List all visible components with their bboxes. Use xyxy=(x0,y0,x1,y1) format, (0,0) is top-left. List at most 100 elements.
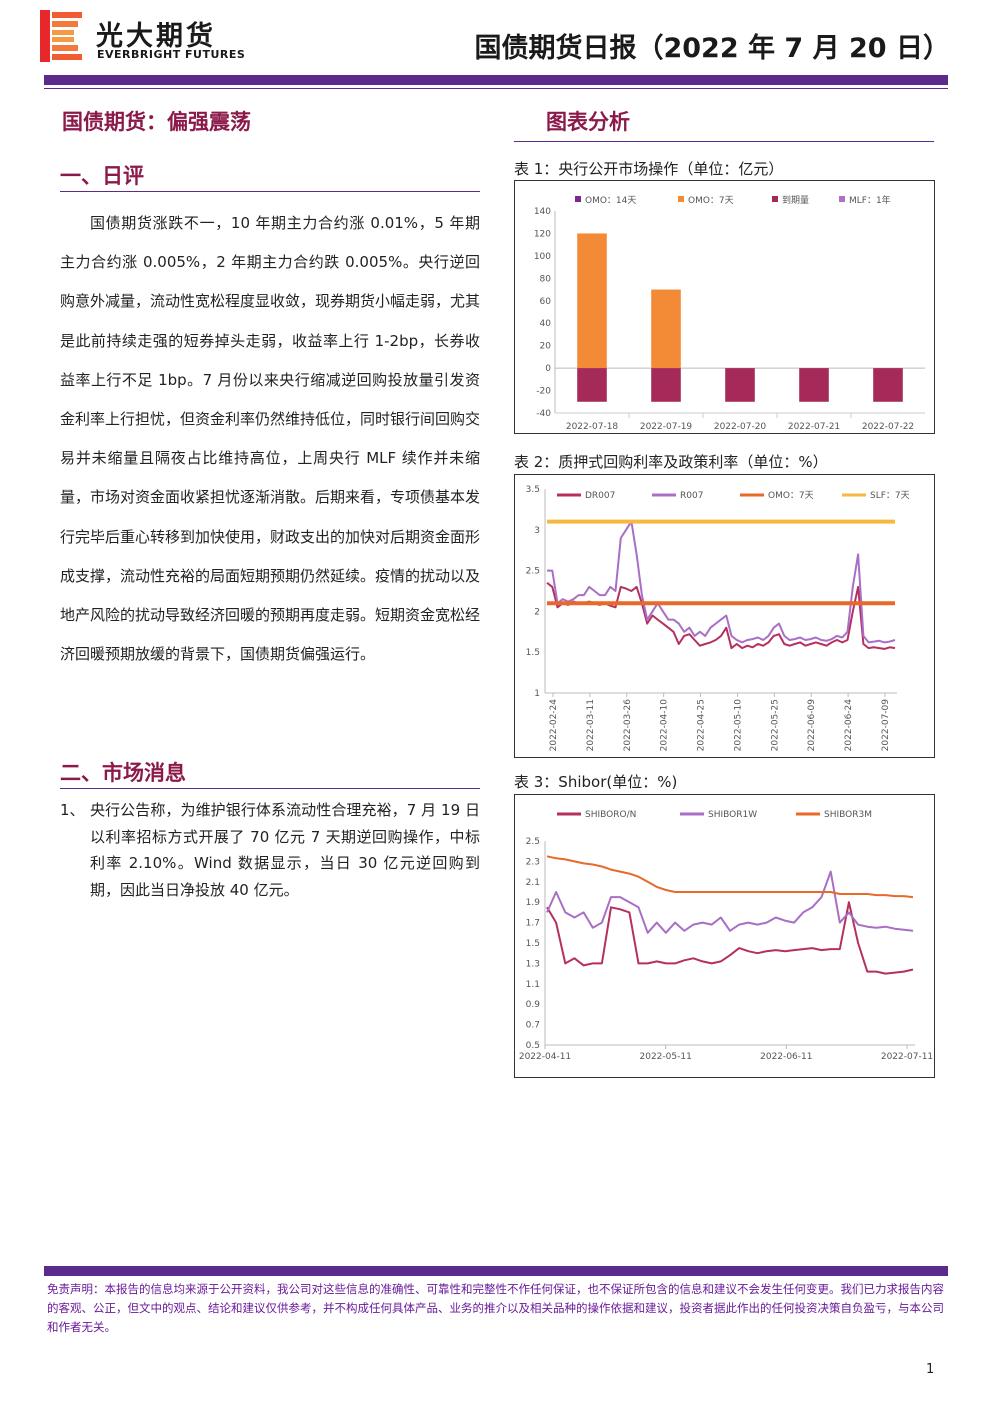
legend-swatch xyxy=(839,196,845,202)
chart1-omo-operations: -40 -20 0 20 40 60 80 100 120 140 2022-07-18 2022-0… xyxy=(534,194,925,432)
chart3-frame: 0.5 0.7 0.9 1.1 1.3 1.5 1.7 1.9 2.1 2.3 2.5 2022-04… xyxy=(514,794,935,1078)
x-tick-label: 2022-06-09 xyxy=(807,699,817,752)
chart3-caption: 表 3：Shibor(单位：%) xyxy=(514,773,678,791)
x-tick-label: 2022-05-10 xyxy=(733,699,743,752)
legend-label: R007 xyxy=(680,491,703,501)
series-line xyxy=(546,870,914,934)
charts-divider xyxy=(514,141,934,142)
everbright-logo-icon xyxy=(40,10,82,62)
x-tick-label: 2022-06-11 xyxy=(760,1052,812,1062)
legend-label: SHIBORO/N xyxy=(585,810,636,820)
y-tick-label: 2 xyxy=(534,607,540,617)
chart1-frame: -40 -20 0 20 40 60 80 100 120 140 2022-07-18 2022-0… xyxy=(514,180,935,434)
x-tick-label: 2022-07-11 xyxy=(881,1052,933,1062)
chart2-frame: 1 1.5 2 2.5 3 3.5 2022-02-24 2022-03-11 2022-03-… xyxy=(514,474,935,758)
legend-label: SHIBOR3M xyxy=(824,810,872,820)
y-tick-label: 0.5 xyxy=(526,1041,540,1051)
news-item-number: 1、 xyxy=(60,801,85,819)
section2-divider xyxy=(60,788,480,789)
y-tick-label: 1.7 xyxy=(526,919,540,929)
x-tick-label: 2022-07-22 xyxy=(862,422,914,432)
legend-label: 到期量 xyxy=(782,194,809,206)
y-tick-label: 0.7 xyxy=(526,1021,540,1031)
y-tick-label: 1 xyxy=(534,689,540,699)
commentary-paragraph: 国债期货涨跌不一，10 年期主力合约涨 0.01%，5 年期主力合约涨 0.00… xyxy=(60,214,481,664)
disclaimer: 免责声明：本报告的信息均来源于公开资料，我公司对这些信息的准确性、可靠性和完整性… xyxy=(47,1282,944,1334)
legend-label: OMO：7天 xyxy=(768,491,814,501)
legend-swatch xyxy=(575,196,581,202)
chart2-repo-rates: 1 1.5 2 2.5 3 3.5 2022-02-24 2022-03-11 2022-03-… xyxy=(526,485,910,752)
y-tick-label: 0 xyxy=(545,364,551,374)
chart1-caption: 表 1：央行公开市场操作（单位：亿元） xyxy=(514,160,784,178)
y-tick-label: 2.1 xyxy=(526,878,540,888)
news-item-text: 央行公告称，为维护银行体系流动性合理充裕，7 月 19 日以利率招标方式开展了 … xyxy=(90,801,480,899)
legend-label: DR007 xyxy=(585,491,615,501)
y-tick-label: 1.5 xyxy=(526,939,540,949)
section2-title: 二、市场消息 xyxy=(60,760,186,785)
x-tick-label: 2022-02-24 xyxy=(549,699,559,752)
y-tick-label: -40 xyxy=(536,409,551,419)
chart3-shibor: 0.5 0.7 0.9 1.1 1.3 1.5 1.7 1.9 2.1 2.3 2.5 2022-04… xyxy=(519,810,933,1062)
bar xyxy=(651,289,681,369)
x-tick-label: 2022-05-25 xyxy=(770,699,780,751)
y-tick-label: 140 xyxy=(534,207,551,217)
legend-label: OMO：7天 xyxy=(688,196,734,206)
bar xyxy=(577,233,607,369)
footer-divider-bar xyxy=(44,1266,948,1276)
bar xyxy=(725,368,755,402)
series-line xyxy=(546,901,914,975)
bar xyxy=(651,368,681,402)
x-tick-label: 2022-07-21 xyxy=(788,422,840,432)
legend-label: MLF：1年 xyxy=(849,194,891,206)
x-tick-label: 2022-03-26 xyxy=(623,699,633,752)
report-title: 国债期货日报（2022 年 7 月 20 日） xyxy=(474,33,950,64)
bar xyxy=(873,368,903,402)
legend-label: SLF：7天 xyxy=(870,491,910,501)
y-tick-label: 80 xyxy=(540,274,552,284)
legend-label: SHIBOR1W xyxy=(708,810,757,820)
header-divider-bar xyxy=(44,75,948,85)
x-tick-label: 2022-04-25 xyxy=(697,699,707,751)
y-tick-label: 60 xyxy=(540,297,552,307)
y-tick-label: 1.1 xyxy=(526,980,540,990)
y-tick-label: -20 xyxy=(536,387,551,397)
brand-name-en: EVERBRIGHT FUTURES xyxy=(97,48,246,61)
x-tick-label: 2022-07-19 xyxy=(640,422,693,432)
y-tick-label: 1.5 xyxy=(526,648,540,658)
y-tick-label: 3.5 xyxy=(526,485,540,495)
x-tick-label: 2022-05-11 xyxy=(640,1052,692,1062)
y-tick-label: 3 xyxy=(534,526,540,536)
brand-name-cn: 光大期货 xyxy=(96,21,216,52)
y-tick-label: 1.3 xyxy=(526,959,540,969)
x-tick-label: 2022-07-18 xyxy=(566,422,619,432)
page-number: 1 xyxy=(926,1362,935,1377)
legend-swatch xyxy=(678,196,684,202)
x-tick-label: 2022-04-10 xyxy=(660,699,670,752)
y-tick-label: 2.3 xyxy=(526,857,540,867)
bar xyxy=(577,368,607,402)
header-divider-line xyxy=(44,88,948,89)
section1-title: 一、日评 xyxy=(60,163,144,188)
x-tick-label: 2022-07-09 xyxy=(881,699,891,752)
x-tick-label: 2022-07-20 xyxy=(714,422,767,432)
legend-label: OMO：14天 xyxy=(585,196,636,206)
headline: 国债期货：偏强震荡 xyxy=(62,109,251,134)
series-line xyxy=(546,855,914,899)
x-tick-label: 2022-04-11 xyxy=(519,1052,571,1062)
x-tick-label: 2022-06-24 xyxy=(844,699,854,752)
bar xyxy=(799,368,829,402)
charts-section-title: 图表分析 xyxy=(546,109,630,134)
x-tick-label: 2022-03-11 xyxy=(586,699,596,751)
y-tick-label: 1.9 xyxy=(526,898,541,908)
y-tick-label: 100 xyxy=(534,252,551,262)
y-tick-label: 2.5 xyxy=(526,567,540,577)
section1-divider xyxy=(60,191,480,192)
y-tick-label: 40 xyxy=(540,319,552,329)
legend-swatch xyxy=(772,196,778,202)
chart2-caption: 表 2：质押式回购利率及政策利率（单位：%） xyxy=(514,453,828,471)
series-line xyxy=(546,582,896,650)
y-tick-label: 0.9 xyxy=(526,1000,541,1010)
y-tick-label: 120 xyxy=(534,229,551,239)
news-item: 1、 央行公告称，为维护银行体系流动性合理充裕，7 月 19 日以利率招标方式开… xyxy=(60,797,480,903)
series-line xyxy=(547,520,896,644)
